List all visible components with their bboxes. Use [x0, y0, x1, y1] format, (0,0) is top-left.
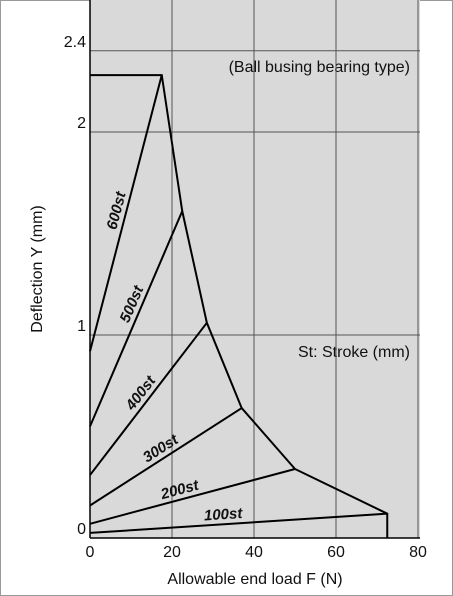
x-tick-label: 20 — [163, 544, 181, 561]
line — [89, 74, 163, 352]
plot-area — [90, 0, 420, 538]
annotation: St: Stroke (mm) — [298, 344, 410, 361]
x-tick-label: 0 — [86, 544, 95, 561]
y-tick-label: 2 — [77, 115, 86, 132]
x-tick-label: 40 — [245, 544, 263, 561]
x-tick-label: 60 — [327, 544, 345, 561]
annotation: (Ball busing bearing type) — [229, 59, 410, 76]
x-axis-label: Allowable end load F (N) — [167, 571, 342, 588]
y-axis-label: Deflection Y (mm) — [29, 205, 46, 332]
line — [89, 322, 208, 476]
line — [89, 407, 243, 507]
series-label: 100st — [203, 505, 243, 525]
line — [89, 468, 296, 525]
x-tick-label: 80 — [409, 544, 427, 561]
y-tick-label: 0 — [77, 521, 86, 538]
y-tick-label: 1 — [77, 318, 86, 335]
line — [89, 512, 388, 534]
y-tick-label: 2.4 — [64, 34, 86, 51]
line — [89, 210, 184, 427]
line — [90, 74, 389, 538]
